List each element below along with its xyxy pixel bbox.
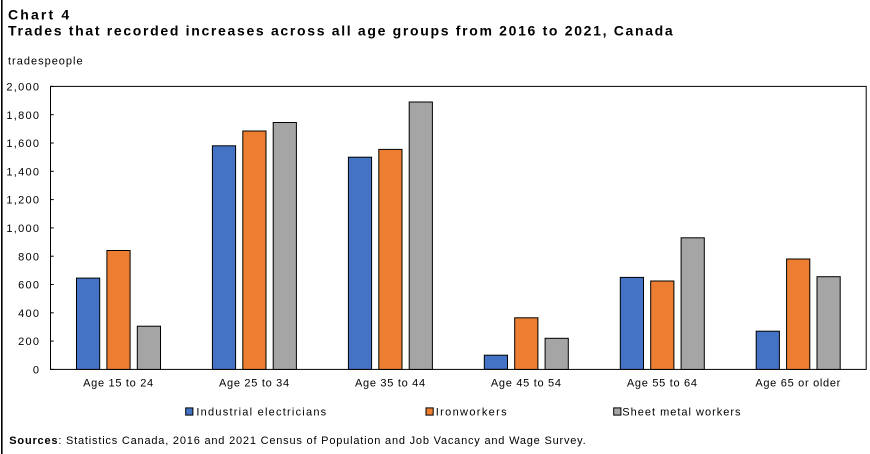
svg-text:Trades that recorded increases: Trades that recorded increases across al… [8,23,674,39]
svg-text:Ironworkers: Ironworkers [436,407,508,419]
svg-text:1,800: 1,800 [6,110,40,122]
svg-text:Chart 4: Chart 4 [8,7,71,23]
svg-text:Age 15 to 24: Age 15 to 24 [83,378,154,390]
svg-text:Industrial electricians: Industrial electricians [196,407,327,419]
svg-text:Age 35 to 44: Age 35 to 44 [355,378,426,390]
svg-text:400: 400 [18,308,40,320]
svg-text:600: 600 [18,280,40,292]
svg-text:tradespeople: tradespeople [8,56,84,68]
svg-text:Age 55 to 64: Age 55 to 64 [627,378,698,390]
svg-text:Age 65 or older: Age 65 or older [755,378,841,390]
svg-text:1,600: 1,600 [6,138,40,150]
svg-text:0: 0 [33,365,40,377]
svg-text:Age 25 to 34: Age 25 to 34 [219,378,290,390]
svg-text:800: 800 [18,251,40,263]
svg-text:1,000: 1,000 [6,223,40,235]
svg-text:Age 45 to 54: Age 45 to 54 [491,378,562,390]
svg-text:1,200: 1,200 [6,195,40,207]
svg-text:2,000: 2,000 [6,82,40,94]
svg-text:Sheet metal workers: Sheet metal workers [622,407,741,419]
svg-text:1,400: 1,400 [6,166,40,178]
svg-text:200: 200 [18,336,40,348]
svg-text:Sources: Statistics Canada, 20: Sources: Statistics Canada, 2016 and 202… [9,435,586,447]
